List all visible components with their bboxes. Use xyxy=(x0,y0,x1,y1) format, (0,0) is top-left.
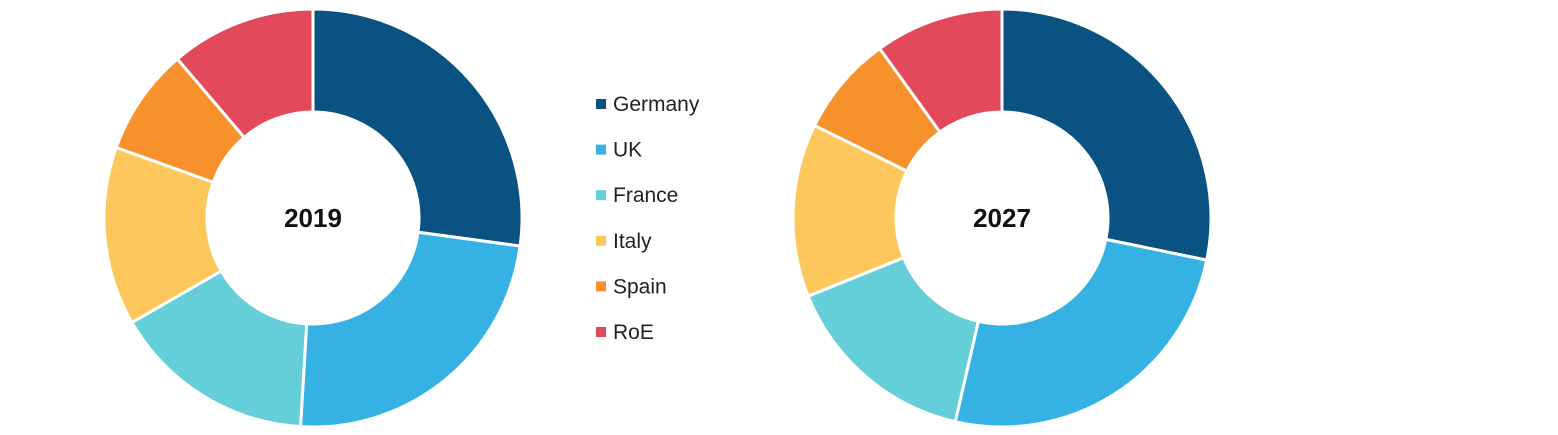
legend-label-uk: UK xyxy=(613,139,642,162)
center-label-2019: 2019 xyxy=(284,203,342,233)
legend-label-roe: RoE xyxy=(613,321,654,344)
legend-swatch-roe xyxy=(596,327,606,337)
legend-swatch-france xyxy=(596,190,606,201)
legend-swatch-germany xyxy=(596,99,606,109)
legend-label-france: France xyxy=(613,184,678,207)
slice-2027-uk xyxy=(953,237,1209,429)
slice-2027-germany xyxy=(1000,7,1213,262)
legend-swatch-italy xyxy=(596,235,606,246)
donut-chart-2027: 2027 xyxy=(791,7,1213,429)
slice-2019-germany xyxy=(311,7,524,248)
donut-chart-2019: 2019 xyxy=(102,7,524,429)
legend-label-germany: Germany xyxy=(613,93,700,116)
center-label-2027: 2027 xyxy=(973,203,1031,233)
legend-swatch-uk xyxy=(596,144,606,155)
slice-2019-france xyxy=(129,268,309,429)
slice-2019-roe xyxy=(175,7,315,140)
legend-label-italy: Italy xyxy=(613,230,652,253)
legend-label-spain: Spain xyxy=(613,275,667,298)
slice-2027-france xyxy=(806,255,981,424)
slice-2019-italy xyxy=(102,145,224,325)
legend-swatch-spain xyxy=(596,281,606,292)
slice-2027-roe xyxy=(877,7,1004,135)
slice-2019-uk xyxy=(298,230,522,429)
legend: Germany UK France Italy Spain RoE xyxy=(596,93,700,344)
